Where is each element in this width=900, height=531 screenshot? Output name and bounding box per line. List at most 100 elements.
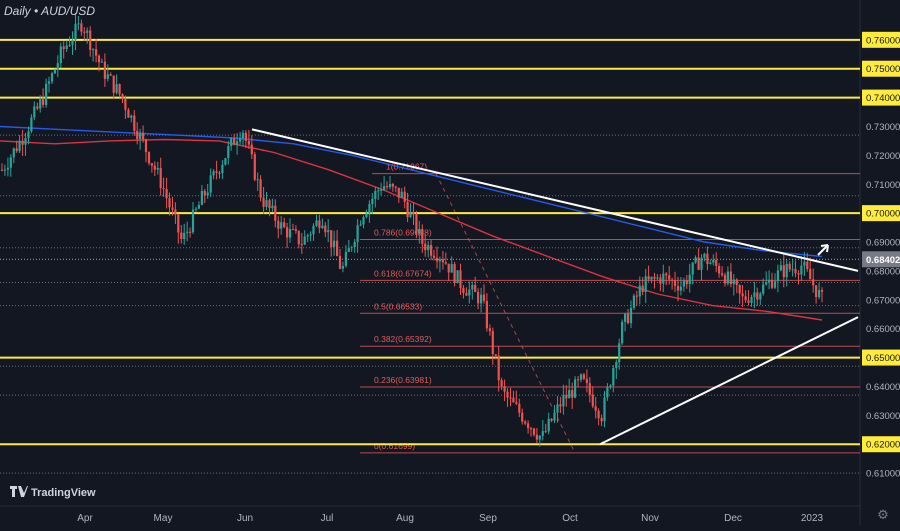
x-tick-label: May	[154, 513, 173, 524]
candle-body	[612, 368, 615, 386]
y-tick-label: 0.67000	[866, 295, 900, 306]
candle-body	[283, 222, 286, 228]
tradingview-icon	[10, 486, 28, 497]
candle-body	[74, 23, 77, 41]
candle-body	[497, 355, 500, 381]
candle-body	[30, 117, 33, 132]
candle-body	[50, 73, 54, 82]
y-tick-label-highlight	[862, 60, 900, 77]
candle-body	[435, 257, 439, 262]
candle-body	[56, 63, 59, 70]
y-tick-label: 0.70000	[866, 209, 900, 220]
candle-body	[650, 276, 653, 280]
candle-body	[606, 387, 609, 398]
candle-body	[318, 220, 321, 228]
candle-body	[509, 397, 512, 399]
candle-body	[547, 418, 550, 432]
candle-body	[488, 328, 491, 332]
candle-body	[239, 138, 242, 142]
candle-body	[36, 106, 39, 109]
candle-body	[629, 307, 633, 324]
candle-body	[177, 214, 180, 233]
candle-body	[150, 163, 153, 166]
candle-body	[53, 69, 56, 74]
candle-body	[368, 204, 371, 214]
candle-body	[444, 262, 447, 264]
candle-body	[494, 354, 497, 356]
candle-body	[818, 290, 821, 297]
candle-body	[694, 257, 697, 263]
settings-gear-icon[interactable]: ⚙	[877, 507, 889, 522]
candle-body	[227, 146, 230, 159]
candle-body	[544, 431, 547, 433]
candle-body	[203, 191, 206, 196]
candle-body	[365, 213, 368, 218]
candle-body	[762, 284, 765, 294]
candle-body	[215, 171, 218, 173]
candle-body	[671, 279, 674, 281]
candle-body	[189, 231, 192, 233]
candle-body	[600, 418, 603, 422]
candle-body	[697, 257, 700, 270]
candle-body	[424, 243, 427, 251]
candle-body	[397, 187, 400, 198]
candle-body	[324, 225, 327, 233]
y-tick-label: 0.69000	[866, 238, 900, 249]
candle-body	[359, 224, 362, 226]
candle-body	[744, 296, 747, 301]
y-tick-label-highlight	[862, 436, 900, 453]
candle-body	[779, 265, 782, 271]
candle-body	[12, 148, 15, 158]
x-tick-label: Aug	[396, 513, 414, 524]
candle-body	[532, 428, 536, 435]
candle-body	[765, 282, 768, 285]
candle-body	[300, 244, 303, 246]
x-tick-label: Sep	[479, 513, 497, 524]
candle-body	[624, 313, 627, 322]
candle-body	[750, 296, 753, 303]
candle-body	[729, 271, 732, 285]
resistance-trendline	[251, 128, 859, 272]
candle-body	[356, 225, 359, 242]
candle-body	[168, 198, 171, 208]
candle-body	[280, 222, 283, 229]
candle-body	[565, 395, 568, 399]
candle-body	[200, 191, 203, 205]
candle-body	[709, 262, 712, 264]
candle-body	[685, 280, 688, 285]
candle-body	[477, 292, 480, 304]
candle-body	[162, 188, 165, 189]
candle-body	[665, 273, 668, 276]
current-price-label: 0.68402	[866, 255, 900, 266]
fib-level-label: 1(0.71367)	[386, 162, 427, 172]
brand-label: TradingView	[31, 487, 96, 499]
candle-body	[418, 228, 421, 234]
candle-body	[250, 144, 253, 155]
candle-body	[550, 418, 553, 421]
candle-body	[715, 260, 718, 266]
candle-body	[521, 412, 524, 422]
candle-body	[262, 197, 265, 207]
candle-body	[815, 285, 818, 297]
candle-body	[641, 285, 644, 292]
candle-body	[265, 200, 268, 207]
candle-body	[0, 169, 4, 171]
y-tick-label-highlight	[862, 205, 900, 222]
candle-body	[15, 148, 18, 152]
candle-body	[638, 285, 641, 297]
candle-body	[524, 421, 527, 424]
candle-body	[653, 276, 656, 279]
candle-body	[656, 277, 659, 279]
candle-body	[438, 259, 441, 262]
candle-body	[86, 30, 89, 33]
candle-body	[759, 293, 762, 300]
candle-body	[209, 175, 212, 193]
candle-body	[556, 404, 559, 413]
candle-body	[153, 165, 156, 170]
candle-body	[118, 84, 121, 95]
candle-body	[197, 204, 200, 209]
candle-body	[294, 229, 297, 231]
fib-level-label: 0(0.61699)	[374, 441, 415, 451]
candle-body	[403, 191, 406, 202]
fib-level-label: 0.786(0.69088)	[374, 227, 432, 237]
